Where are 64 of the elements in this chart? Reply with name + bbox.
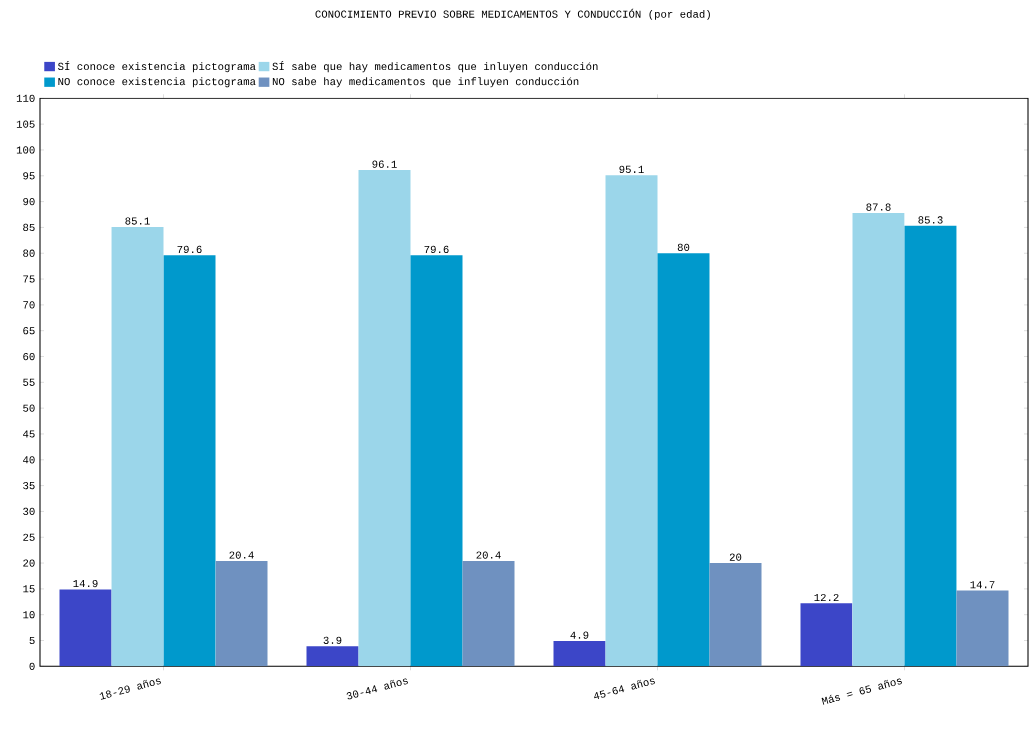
data-label: 14.7 (970, 581, 995, 589)
y-tick-label: 100 (16, 146, 35, 154)
y-tick-label: 15 (23, 585, 35, 593)
x-tick-label: 18-29 años (99, 678, 161, 700)
bar (306, 646, 359, 667)
y-tick-label: 80 (23, 249, 35, 257)
x-tick-label: Más = 65 años (821, 678, 902, 705)
data-label: 85.1 (125, 217, 150, 225)
legend-label: NO conoce existencia pictograma (58, 77, 256, 88)
data-label: 87.8 (866, 203, 891, 211)
bar (59, 589, 112, 667)
bar (358, 170, 411, 667)
y-tick-label: 0 (29, 662, 35, 670)
y-tick-label: 45 (23, 430, 35, 438)
y-tick-label: 5 (29, 636, 35, 645)
bar (410, 255, 463, 667)
y-tick-label: 25 (23, 533, 35, 541)
data-label: 20 (729, 553, 742, 561)
bar (215, 560, 268, 667)
y-tick-label: 65 (23, 327, 35, 335)
bar (904, 225, 957, 667)
bar (163, 255, 216, 667)
y-tick-label: 95 (23, 172, 35, 180)
bar (553, 641, 606, 667)
data-label: 4.9 (570, 631, 589, 639)
y-tick-label: 90 (23, 197, 35, 206)
data-label: 79.6 (177, 245, 202, 254)
data-label: 80 (677, 243, 690, 251)
bar (605, 175, 658, 667)
bar (956, 590, 1009, 667)
bar (800, 603, 853, 667)
bar (111, 226, 164, 667)
y-tick-label: 30 (23, 507, 35, 516)
data-label: 85.3 (918, 216, 943, 224)
legend-label: NO sabe hay medicamentos que influyen conducción (272, 77, 579, 88)
y-tick-label: 85 (23, 223, 35, 232)
y-tick-label: 70 (23, 301, 35, 309)
y-tick-label: 50 (23, 404, 35, 412)
y-tick-label: 20 (23, 559, 35, 567)
bar (852, 212, 905, 667)
y-tick-label: 35 (23, 481, 35, 490)
data-label: 95.1 (619, 165, 644, 173)
y-tick-label: 10 (23, 611, 35, 619)
chart-title: CONOCIMIENTO PREVIO SOBRE MEDICAMENTOS Y CONDUCCIÓN (por edad) (315, 8, 710, 20)
data-label: 14.9 (73, 579, 98, 588)
bar (709, 563, 762, 667)
data-label: 96.1 (372, 160, 397, 168)
legend-label: SÍ conoce existencia pictograma (58, 61, 256, 73)
y-tick-label: 110 (16, 94, 35, 102)
y-tick-label: 60 (23, 352, 35, 361)
y-tick-label: 75 (23, 275, 35, 283)
data-label: 20.4 (229, 551, 254, 559)
x-tick-label: 30-44 años (346, 678, 408, 700)
bar (657, 253, 710, 667)
data-label: 12.2 (814, 593, 839, 602)
data-label: 3.9 (323, 636, 342, 644)
y-tick-label: 105 (16, 120, 35, 128)
legend-label: SÍ sabe que hay medicamentos que inluyen conducción (272, 61, 598, 73)
data-label: 79.6 (424, 245, 449, 254)
bar (462, 560, 515, 667)
data-label: 20.4 (476, 551, 501, 559)
y-tick-label: 55 (23, 378, 35, 386)
y-tick-label: 40 (23, 456, 35, 464)
x-tick-label: 45-64 años (594, 678, 655, 699)
